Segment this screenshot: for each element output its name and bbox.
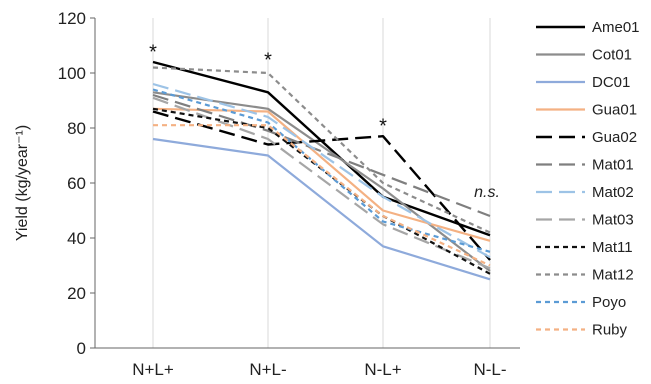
significance-annotations: * * * n.s. (149, 41, 500, 201)
y-tick-label: 60 (67, 174, 86, 193)
x-tick-label: N+L- (249, 360, 286, 379)
gridlines (152, 18, 491, 348)
axes (94, 18, 520, 349)
y-axis-title: Yield (kg/year⁻¹) (14, 125, 31, 241)
series-line-gua02 (152, 110, 491, 261)
series-line-ame01 (152, 60, 491, 237)
x-tick-label: N+L+ (132, 360, 174, 379)
legend-label-mat02: Mat02 (592, 184, 634, 201)
series-line-gua01 (152, 107, 491, 242)
series-line-ruby (153, 124, 491, 267)
y-tick-label: 120 (58, 9, 86, 28)
annotation-significant: * (149, 41, 157, 63)
legend-label-ame01: Ame01 (592, 19, 640, 36)
x-tick-label: N-L+ (364, 360, 401, 379)
legend-label-mat12: Mat12 (592, 267, 634, 284)
legend-label-ruby: Ruby (592, 322, 628, 339)
legend: Ame01 Cot01 DC01 Gua01 Gua02 Mat01 Mat02 Mat03 M… (536, 19, 640, 339)
y-tick-label: 40 (67, 229, 86, 248)
legend-label-gua02: Gua02 (592, 129, 637, 146)
series-line-mat12 (152, 66, 491, 234)
legend-label-mat11: Mat11 (592, 239, 633, 256)
annotation-significant: * (379, 116, 387, 138)
annotation-not-significant: n.s. (474, 184, 500, 201)
series-line-poyo (152, 88, 491, 253)
legend-label-mat03: Mat03 (592, 212, 634, 229)
legend-label-gua01: Gua01 (592, 102, 637, 119)
legend-label-cot01: Cot01 (592, 47, 632, 64)
series-lines (152, 60, 491, 281)
y-tick-label: 100 (58, 64, 86, 83)
tick-labels: 0 20 40 60 80 100 120 N+L+ N+L- N-L+ N-L- (58, 9, 507, 379)
legend-label-poyo: Poyo (592, 294, 626, 311)
legend-label-mat01: Mat01 (592, 157, 634, 174)
annotation-significant: * (264, 50, 272, 72)
series-line-cot01 (152, 91, 491, 272)
series-line-mat01 (152, 93, 491, 218)
series-line-mat11 (152, 107, 491, 275)
series-line-mat03 (152, 96, 491, 270)
y-tick-label: 80 (67, 119, 86, 138)
series-line-dc01 (152, 137, 491, 281)
x-tick-label: N-L- (473, 360, 506, 379)
legend-label-dc01: DC01 (592, 74, 630, 91)
y-tick-label: 20 (67, 284, 86, 303)
series-line-mat02 (152, 82, 491, 259)
y-tick-label: 0 (77, 339, 86, 358)
